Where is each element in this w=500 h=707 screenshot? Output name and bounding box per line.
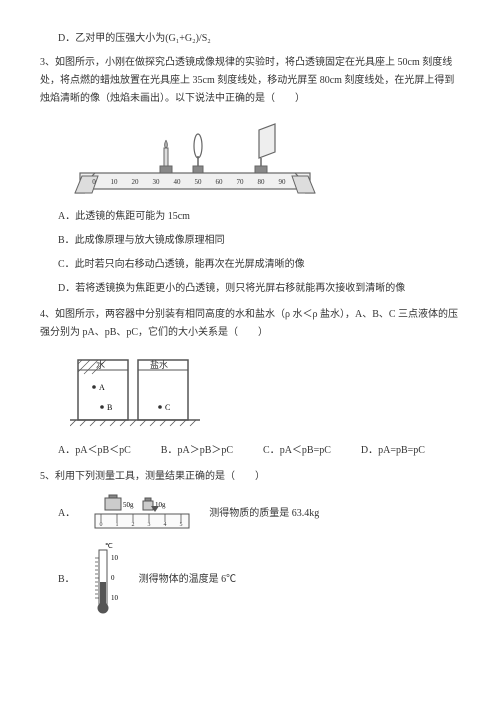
q3-stem: 3、如图所示，小刚在做探究凸透镜成像规律的实验时，将凸透镜固定在光具座上 50c… xyxy=(40,54,460,108)
q4-diagram: 水 A B 盐水 C xyxy=(70,352,460,432)
q2-option-d: D．乙对甲的压强大小为(G₁+G₂)/S₂ xyxy=(40,30,460,48)
svg-text:70: 70 xyxy=(237,178,245,186)
q4-stem: 4、如图所示，两容器中分别装有相同高度的水和盐水（ρ 水＜ρ 盐水），A、B、C… xyxy=(40,306,460,342)
q3-option-d: D．若将透镜换为焦距更小的凸透镜，则只将光屏右移就能再次接收到清晰的像 xyxy=(40,280,460,298)
q3-diagram: 0 10 20 30 40 50 60 70 80 90 xyxy=(70,118,460,198)
svg-text:0: 0 xyxy=(100,522,103,528)
q5a-text: 测得物质的质量是 63.4kg xyxy=(209,505,319,523)
svg-text:20: 20 xyxy=(132,178,140,186)
label-water: 水 xyxy=(96,359,105,370)
label-salt: 盐水 xyxy=(150,359,168,370)
svg-text:30: 30 xyxy=(153,178,161,186)
q5b-diagram: ℃ 10 0 10 xyxy=(87,540,127,620)
svg-text:10: 10 xyxy=(111,554,119,562)
q5b-text: 测得物体的温度是 6℃ xyxy=(139,571,237,589)
svg-text:60: 60 xyxy=(216,178,224,186)
q4-option-d: D．pA=pB=pC xyxy=(361,442,425,460)
svg-text:40: 40 xyxy=(174,178,182,186)
svg-text:0: 0 xyxy=(92,178,96,186)
svg-text:℃: ℃ xyxy=(105,542,113,550)
q5a-diagram: 50g 10g 012 345 xyxy=(87,494,197,534)
svg-text:C: C xyxy=(165,403,170,412)
q4-option-a: A．pA＜pB＜pC xyxy=(58,442,131,460)
svg-text:B: B xyxy=(107,403,112,412)
svg-text:2: 2 xyxy=(132,522,135,528)
svg-text:5: 5 xyxy=(180,522,183,528)
q5-option-b: B． ℃ 10 0 10 测得物体的温度是 6℃ xyxy=(58,540,460,620)
q3-option-a: A．此透镜的焦距可能为 15cm xyxy=(40,208,460,226)
q3-option-b: B．此成像原理与放大镜成像原理相同 xyxy=(40,232,460,250)
q4-option-c: C．pA＜pB=pC xyxy=(263,442,331,460)
svg-text:4: 4 xyxy=(164,522,167,528)
q5a-label: A． xyxy=(58,505,75,523)
q5-option-a: A． 50g 10g 012 345 测得物质的质量是 63.4kg xyxy=(58,494,460,534)
svg-text:0: 0 xyxy=(111,574,115,582)
svg-text:1: 1 xyxy=(116,522,119,528)
q4-options: A．pA＜pB＜pC B．pA＞pB＞pC C．pA＜pB=pC D．pA=pB… xyxy=(40,442,460,460)
q5-stem: 5、利用下列测量工具，测量结果正确的是（ ） xyxy=(40,468,460,486)
q5b-label: B． xyxy=(58,571,75,589)
svg-text:A: A xyxy=(99,383,105,392)
svg-text:50g: 50g xyxy=(123,501,134,509)
q4-option-b: B．pA＞pB＞pC xyxy=(161,442,233,460)
svg-text:80: 80 xyxy=(258,178,266,186)
svg-text:10: 10 xyxy=(111,178,119,186)
svg-text:10: 10 xyxy=(111,594,119,602)
svg-text:90: 90 xyxy=(279,178,287,186)
q3-option-c: C．此时若只向右移动凸透镜，能再次在光屏成清晰的像 xyxy=(40,256,460,274)
svg-text:50: 50 xyxy=(195,178,203,186)
svg-text:3: 3 xyxy=(148,522,151,528)
